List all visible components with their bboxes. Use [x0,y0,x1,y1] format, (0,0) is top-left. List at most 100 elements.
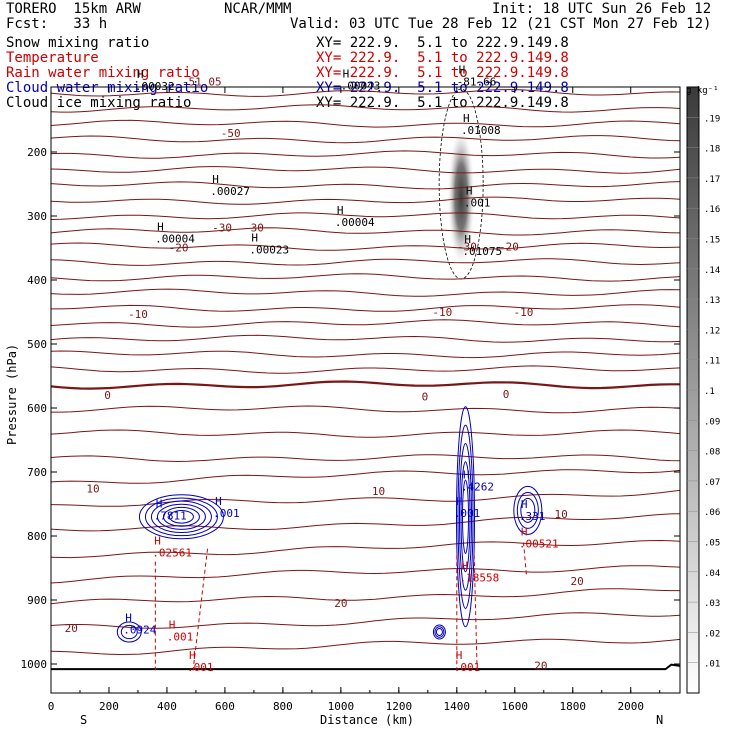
isotherm-line [51,429,680,438]
isotherm-line [51,565,680,584]
isotherm-line [51,104,680,113]
maximum-value-label: .331 [519,510,546,523]
x-tick-label: 200 [99,700,119,713]
maximum-value-label: .18558 [460,572,500,585]
isotherm-label: 10 [372,485,385,498]
colorbar-tick-label: .02 [704,629,720,639]
y-tick-label: 700 [27,466,47,479]
x-tick-label: 800 [273,700,293,713]
maximum-marker: H [456,649,463,662]
maximum-value-label: .00023 [249,243,289,256]
isotherm-label: -10 [514,306,534,319]
rain-contour [522,542,527,575]
cloud-water-contour [144,497,218,537]
isotherm-line [51,166,680,174]
field-name-snow: Snow mixing ratio [6,35,150,51]
maximum-value-label: .00043 [341,79,381,92]
colorbar-tick-label: .07 [704,478,720,488]
field-name-cloud-water: Cloud water mixing ratio [6,80,209,96]
colorbar-tick-label: .12 [704,326,720,336]
maximum-value-label: .0924 [123,623,156,636]
maximum-value-label: .001 [187,661,214,674]
maximum-marker: H [456,495,463,508]
x-tick-label: 0 [48,700,55,713]
start-label: S [80,713,87,727]
y-tick-label: 800 [27,530,47,543]
cloud-water-contour [460,461,471,573]
maximum-marker: H [212,173,219,186]
valid-time: Valid: 03 UTC Tue 28 Feb 12 (21 CST Mon … [290,16,712,32]
cloud-water-contour [168,510,194,524]
y-axis-label: Pressure (hPa) [5,344,19,445]
field-xy-snow: XY= 222.9. 5.1 to 222.9.149.8 [316,35,569,51]
cloud-water-contour [513,485,543,535]
maximum-marker: H [154,535,161,548]
colorbar-unit: g kg⁻¹ [686,86,719,96]
maximum-value-label: .01008 [461,124,501,137]
colorbar-tick-label: .1 [704,387,715,397]
cloud-water-contour [457,424,474,609]
isotherm-label: -30 [244,222,264,235]
isotherm-label: -50 [221,127,241,140]
forecast-hour: Fcst: 33 h [6,16,108,32]
y-tick-label: 600 [27,402,47,415]
colorbar-tick-label: .08 [704,448,720,458]
cloud-water-contour [434,626,445,638]
x-tick-label: 1200 [386,700,413,713]
isotherm-line [51,273,680,282]
field-xy-temperature: XY= 222.9. 5.1 to 222.9.149.8 [316,50,569,66]
colorbar-tick-label: .05 [704,539,720,549]
maximum-marker: H [125,611,132,624]
isotherm-line [51,638,680,656]
isotherm-line [51,304,680,312]
isotherm-label: 10 [86,483,99,496]
y-tick-label: 300 [27,210,47,223]
isotherm-line [51,288,680,297]
cloud-water-contour [432,624,446,640]
maximum-marker: H [169,618,176,631]
isotherm-line [51,405,680,414]
maximum-value-label: .01075 [462,245,502,258]
colorbar-tick-label: .19 [704,114,720,124]
maximum-marker: H [251,231,258,244]
cloud-water-contour [156,503,206,530]
maximum-marker: H [521,498,528,511]
y-tick-label: 200 [27,146,47,159]
isotherm-label: 0 [422,390,429,403]
maximum-marker: H [137,68,144,81]
maximum-value-label: .001 [213,507,240,520]
y-tick-label: 900 [27,594,47,607]
isotherm-label: -20 [169,241,189,254]
isotherm-line [51,181,680,190]
isotherm-label: 20 [334,597,347,610]
maximum-value-label: .4262 [461,481,494,494]
cloud-water-contour [520,497,536,523]
isotherm-label: 20 [65,622,78,635]
init-time: Init: 18 UTC Sun 26 Feb 12 [492,1,712,17]
maximum-value-label: .00521 [519,538,559,551]
colorbar-tick-label: .17 [704,175,720,185]
isotherm-line [51,227,680,236]
rain-contours [154,542,527,671]
isotherm-line [51,588,680,605]
isotherm-line [51,365,680,374]
isotherm-line [51,242,680,251]
maximum-value-label: .00004 [155,232,195,245]
cloud-water-contour [120,624,138,640]
cloud-water-contour [459,442,473,591]
axes: 0 200 400 600 800 1000 1200 1400 1600 1800 2000200… [21,87,680,713]
isotherm-label: -51.05 [182,76,222,89]
field-xy-rain: XY= 222.9. 5.1 to 222.9.149.8 [316,65,569,81]
x-tick-label: 1000 [328,700,355,713]
isotherm-line [51,350,680,359]
x-tick-label: 2000 [617,700,644,713]
rain-contour [473,555,478,671]
colorbar-tick-label: .03 [704,599,720,609]
x-axis-label: Distance (km) [320,713,414,727]
cloud-water-contour [456,406,476,628]
y-tick-label: 400 [27,274,47,287]
isotherm-line [51,135,680,144]
isotherm-line [51,89,680,97]
y-tick-label: 1000 [21,658,48,671]
colorbar-tick-label: .16 [704,205,720,215]
